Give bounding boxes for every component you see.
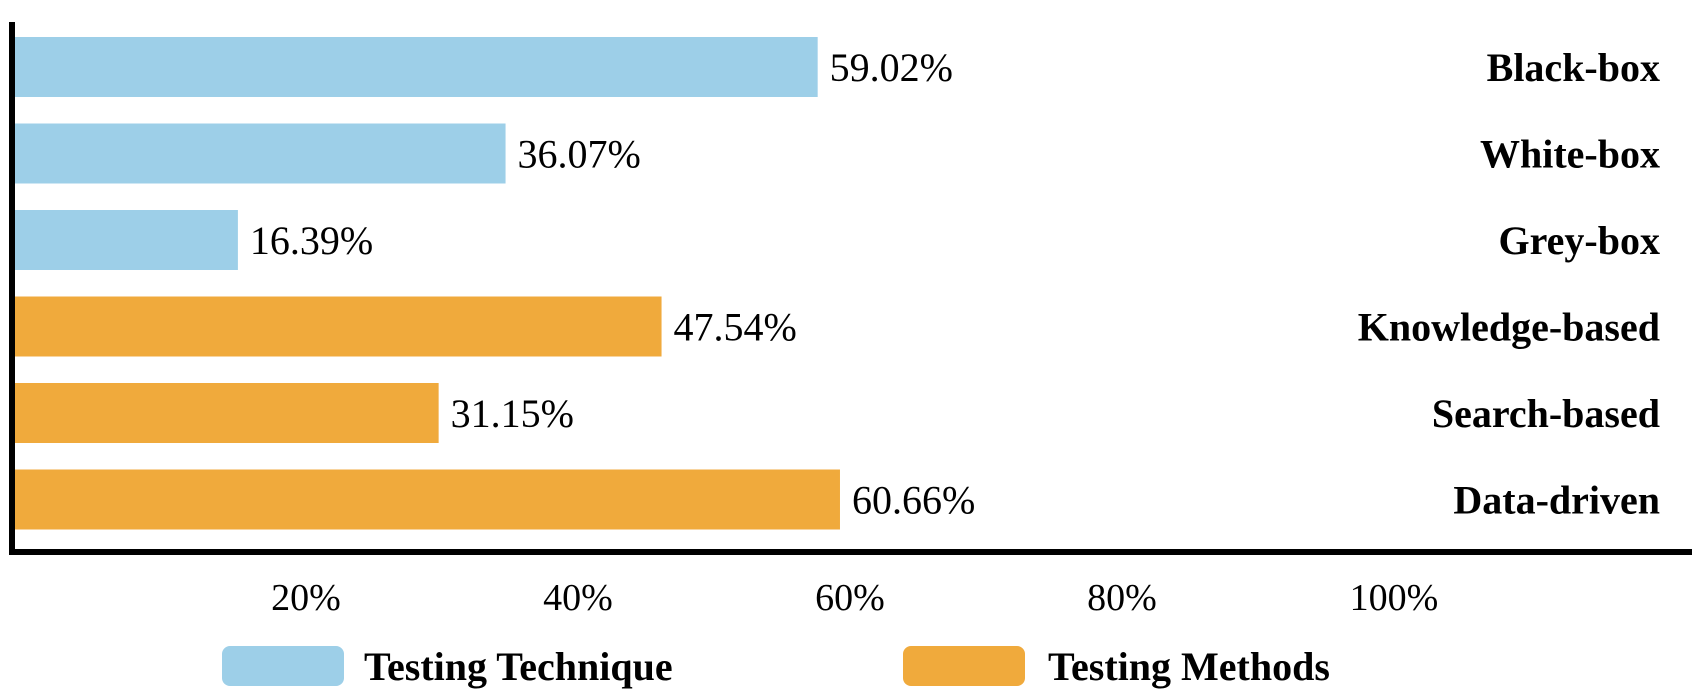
legend-swatch: [222, 646, 344, 686]
x-tick-label: 20%: [271, 577, 341, 619]
bar-black-box: [15, 37, 818, 97]
bar-search-based: [15, 383, 439, 443]
bar-value-label: 31.15%: [451, 391, 574, 436]
bars-group: [15, 37, 840, 530]
legend-label: Testing Technique: [364, 644, 673, 689]
legend-swatch: [903, 646, 1025, 686]
legend: Testing Technique Testing Methods: [222, 644, 1330, 689]
bar-value-label: 59.02%: [830, 45, 953, 90]
category-label: White-box: [1480, 132, 1660, 177]
bar-value-label: 60.66%: [852, 478, 975, 523]
x-tick-labels: 20% 40% 60% 80% 100%: [271, 577, 1438, 619]
bar-white-box: [15, 123, 506, 184]
category-label: Black-box: [1487, 45, 1660, 90]
bar-grey-box: [15, 210, 238, 270]
bar-value-label: 47.54%: [674, 305, 797, 350]
x-tick-label: 80%: [1087, 577, 1157, 619]
category-label: Search-based: [1432, 391, 1660, 436]
legend-label: Testing Methods: [1048, 644, 1330, 689]
bar-data-driven: [15, 469, 840, 530]
bar-value-label: 16.39%: [250, 218, 373, 263]
x-tick-label: 60%: [815, 577, 885, 619]
bar-value-label: 36.07%: [518, 132, 641, 177]
labels-group: 59.02% Black-box 36.07% White-box 16.39% Grey…: [250, 45, 1660, 523]
x-tick-label: 100%: [1350, 577, 1439, 619]
category-label: Data-driven: [1453, 478, 1660, 523]
category-label: Knowledge-based: [1358, 305, 1660, 350]
category-label: Grey-box: [1499, 218, 1660, 263]
x-tick-label: 40%: [543, 577, 613, 619]
bar-knowledge-based: [15, 296, 662, 357]
